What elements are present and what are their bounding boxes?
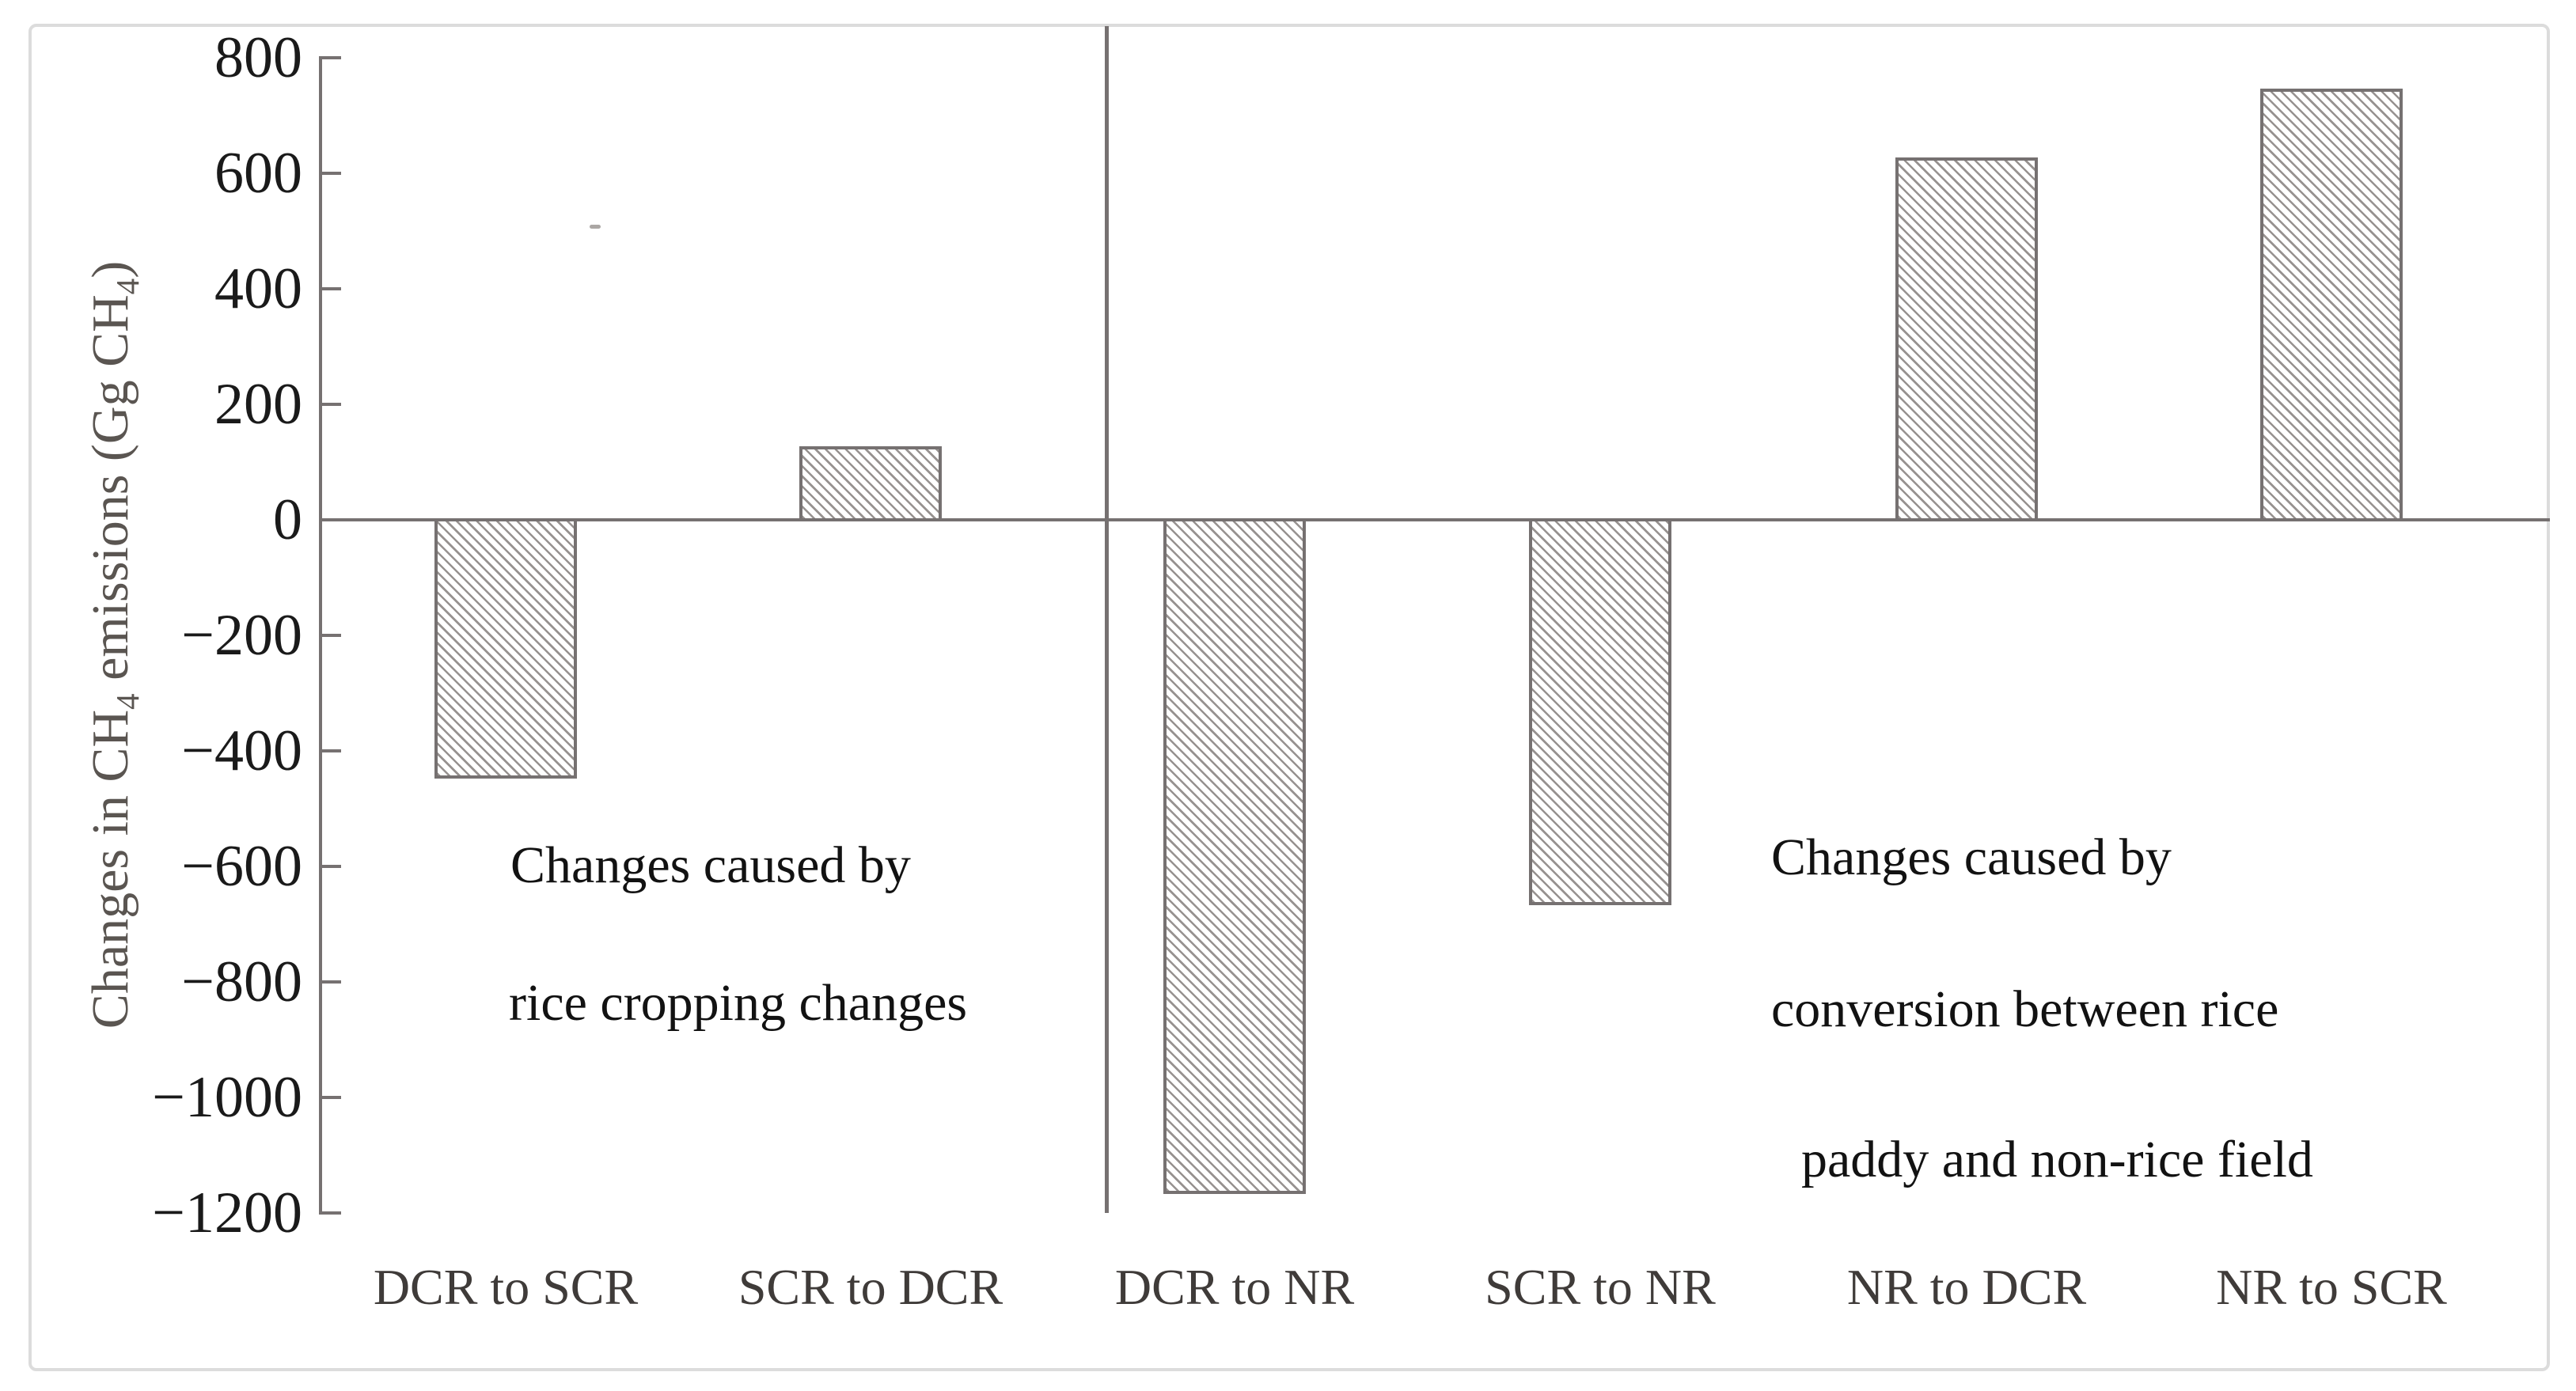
group-annotation-right-line2: conversion between rice (1771, 980, 2279, 1038)
y-tick (321, 56, 341, 59)
bar-dcr-to-scr (434, 518, 577, 779)
y-tick-label: −1200 (152, 1181, 302, 1245)
y-tick-label: 600 (214, 141, 302, 206)
y-tick (321, 403, 341, 406)
y-tick (321, 1211, 341, 1215)
bar-nr-to-scr (2260, 88, 2403, 521)
zero-baseline (321, 518, 2550, 521)
y-tick (321, 287, 341, 290)
bar-nr-to-dcr (1895, 157, 2038, 521)
y-tick (321, 980, 341, 984)
y-tick (321, 172, 341, 175)
y-tick (321, 865, 341, 868)
bar-scr-to-nr (1529, 518, 1671, 906)
y-tick (321, 749, 341, 752)
bar-dcr-to-nr (1163, 518, 1306, 1195)
x-category-label: SCR to DCR (738, 1259, 1003, 1315)
y-tick-label: −1000 (152, 1065, 302, 1130)
group-annotation-left-line1: Changes caused by (510, 836, 911, 894)
y-tick (321, 1096, 341, 1099)
y-tick-label: −800 (181, 949, 302, 1014)
bar-scr-to-dcr (799, 446, 942, 521)
y-tick-label: 800 (214, 25, 302, 90)
group-annotation-right-line3: paddy and non-rice field (1801, 1131, 2313, 1188)
group-annotation-right-line1: Changes caused by (1771, 828, 2172, 886)
y-tick-label: −400 (181, 718, 302, 783)
y-tick-label: −600 (181, 834, 302, 899)
y-tick-label: −200 (181, 603, 302, 668)
x-category-label: NR to SCR (2216, 1259, 2447, 1315)
y-tick (321, 634, 341, 637)
group-divider-line (1105, 26, 1109, 1213)
y-tick-label: 0 (273, 487, 302, 552)
x-category-label: SCR to NR (1485, 1259, 1716, 1315)
stray-artifact-mark (590, 225, 601, 229)
y-axis-title-subscript: 4 (110, 693, 146, 710)
x-category-label: NR to DCR (1846, 1259, 2087, 1315)
x-category-label: DCR to SCR (373, 1259, 639, 1315)
x-category-label: DCR to NR (1114, 1259, 1355, 1315)
y-tick-label: 400 (214, 256, 302, 321)
y-tick-label: 200 (214, 372, 302, 437)
group-annotation-left-line2: rice cropping changes (509, 974, 968, 1032)
